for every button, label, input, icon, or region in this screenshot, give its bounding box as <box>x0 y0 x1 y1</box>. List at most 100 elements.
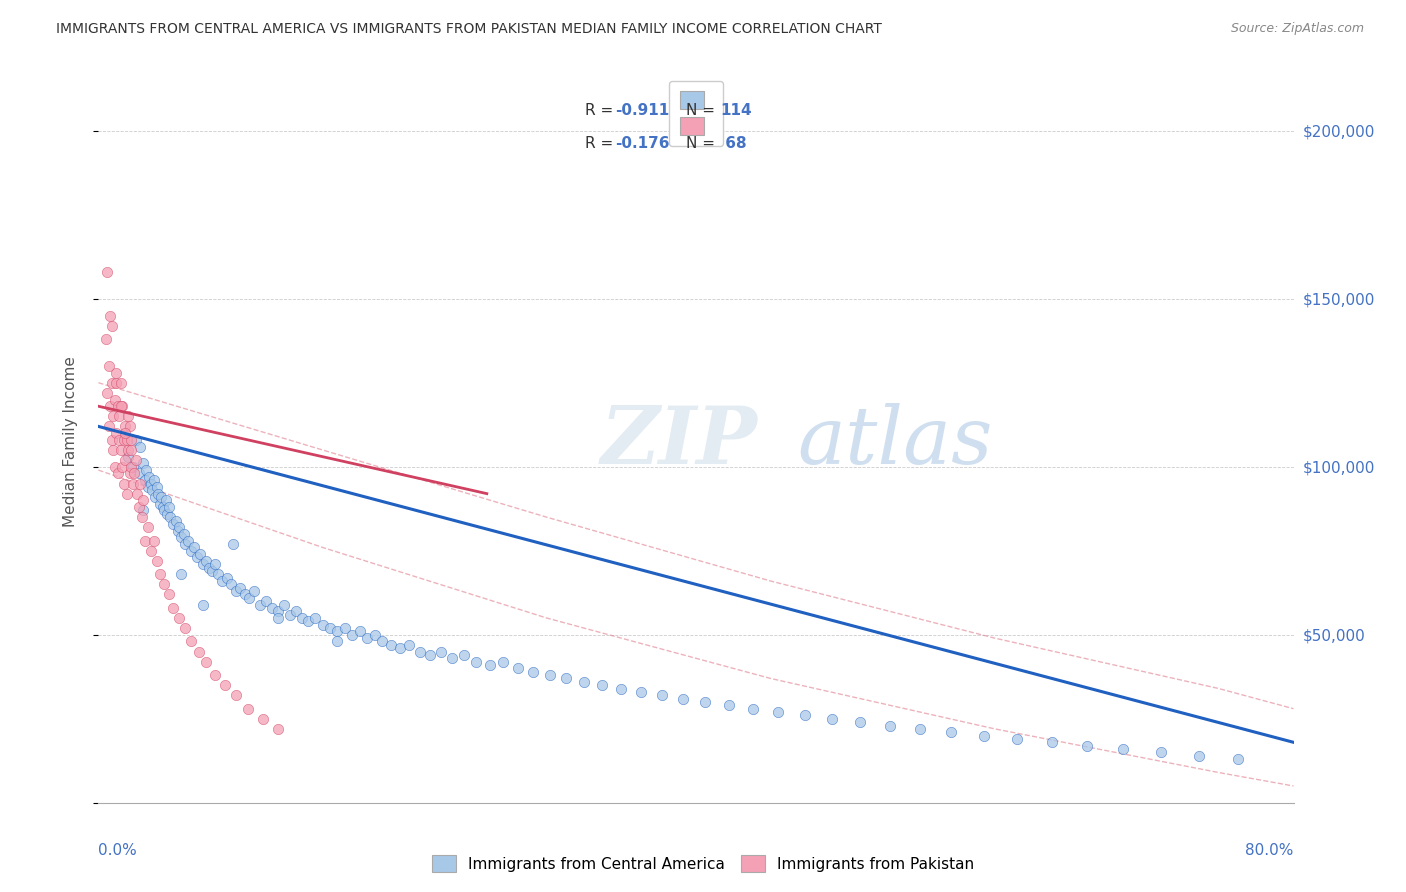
Point <box>110 399 132 413</box>
Point <box>162 600 184 615</box>
Point <box>1076 739 1098 753</box>
Point <box>766 705 789 719</box>
Point <box>97 419 120 434</box>
Text: N =: N = <box>686 103 720 118</box>
Point <box>148 486 170 500</box>
Point <box>177 533 200 548</box>
Point <box>108 433 131 447</box>
Point <box>229 581 252 595</box>
Point <box>252 712 274 726</box>
Point <box>157 587 180 601</box>
Point <box>260 600 283 615</box>
Point <box>278 607 301 622</box>
Point <box>214 678 236 692</box>
Point <box>117 442 139 457</box>
Point <box>311 617 333 632</box>
Point <box>125 433 148 447</box>
Point <box>112 433 135 447</box>
Point <box>591 678 613 692</box>
Point <box>139 476 162 491</box>
Point <box>222 537 245 551</box>
Point <box>124 467 146 481</box>
Point <box>118 419 141 434</box>
Point <box>156 507 179 521</box>
Point <box>478 658 501 673</box>
Point <box>112 476 135 491</box>
Point <box>107 467 129 481</box>
Point <box>103 442 125 457</box>
Point <box>101 376 124 390</box>
Point <box>111 459 134 474</box>
Point <box>153 577 176 591</box>
Point <box>105 426 128 441</box>
Text: 114: 114 <box>720 103 751 118</box>
Point <box>98 309 122 323</box>
Point <box>132 456 155 470</box>
Point <box>96 265 118 279</box>
Point <box>291 611 314 625</box>
Point <box>94 332 117 346</box>
Point <box>115 486 138 500</box>
Point <box>741 702 763 716</box>
Point <box>319 621 342 635</box>
Point <box>538 668 561 682</box>
Point <box>169 567 191 582</box>
Point <box>693 695 716 709</box>
Point <box>145 554 167 568</box>
Point <box>356 631 378 645</box>
Point <box>198 560 221 574</box>
Point <box>204 558 226 572</box>
Point <box>155 493 177 508</box>
Text: R =: R = <box>585 103 619 118</box>
Point <box>115 433 138 447</box>
Point <box>143 490 166 504</box>
Point <box>173 527 195 541</box>
Point <box>174 537 197 551</box>
Point <box>103 409 125 424</box>
Point <box>129 440 152 454</box>
Text: Source: ZipAtlas.com: Source: ZipAtlas.com <box>1230 22 1364 36</box>
Point <box>398 638 420 652</box>
Point <box>167 520 190 534</box>
Text: R =: R = <box>585 136 619 151</box>
Point <box>108 409 131 424</box>
Point <box>215 571 238 585</box>
Point <box>165 514 187 528</box>
Point <box>129 476 152 491</box>
Point <box>671 691 693 706</box>
Point <box>941 725 963 739</box>
Point <box>125 453 148 467</box>
Point <box>162 516 184 531</box>
Legend: Immigrants from Central America, Immigrants from Pakistan: Immigrants from Central America, Immigra… <box>425 847 981 880</box>
Point <box>522 665 544 679</box>
Point <box>97 359 120 373</box>
Point <box>118 467 141 481</box>
Point <box>149 567 172 582</box>
Point <box>114 453 136 467</box>
Point <box>1188 748 1211 763</box>
Point <box>225 584 247 599</box>
Point <box>225 688 247 702</box>
Point <box>1227 752 1250 766</box>
Point <box>610 681 633 696</box>
Point <box>849 715 872 730</box>
Point <box>142 473 165 487</box>
Point <box>187 644 209 658</box>
Text: atlas: atlas <box>797 403 993 480</box>
Point <box>492 655 515 669</box>
Point <box>159 510 181 524</box>
Point <box>110 376 132 390</box>
Point <box>121 476 143 491</box>
Point <box>249 598 271 612</box>
Point <box>128 500 150 514</box>
Point <box>157 500 180 514</box>
Legend: , : , <box>669 80 723 145</box>
Point <box>107 399 129 413</box>
Point <box>132 493 155 508</box>
Text: 0.0%: 0.0% <box>98 843 138 857</box>
Point <box>297 615 319 629</box>
Point <box>142 533 165 548</box>
Point <box>120 433 142 447</box>
Point <box>326 634 349 648</box>
Point <box>169 530 191 544</box>
